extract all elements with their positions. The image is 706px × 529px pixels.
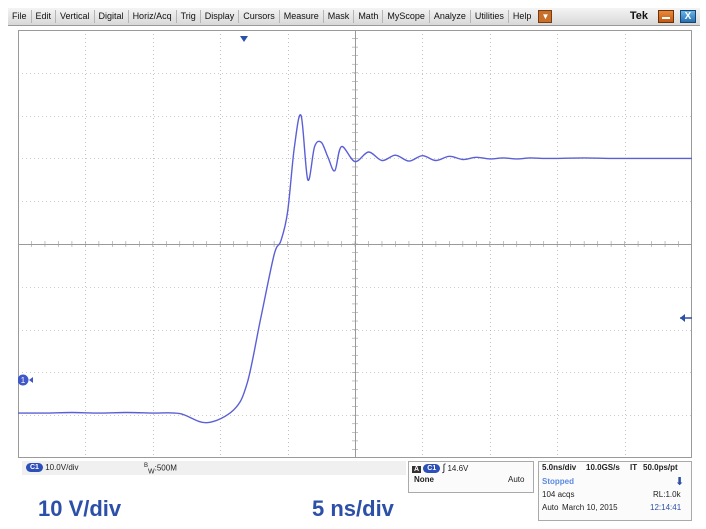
resolution: 50.0ps/pt [643, 463, 678, 472]
trigger-position-icon[interactable] [240, 36, 248, 42]
channel-readout[interactable]: C1 10.0V/div [26, 463, 79, 473]
trigger-edge-icon: ∫ [442, 463, 446, 474]
menu-measure[interactable]: Measure [280, 10, 324, 23]
menu-myscope[interactable]: MyScope [383, 10, 430, 23]
vertical-scale-annotation: 10 V/div [38, 496, 122, 521]
trigger-letter: A [412, 466, 422, 473]
graticule: 1 [18, 30, 692, 458]
menu-vertical[interactable]: Vertical [56, 10, 95, 23]
menu-trig[interactable]: Trig [177, 10, 201, 23]
minimize-button[interactable] [658, 10, 674, 23]
acquisition-readout-box[interactable] [538, 461, 692, 521]
graticule-grid [18, 30, 692, 458]
menu-analyze[interactable]: Analyze [430, 10, 471, 23]
trigger-mode: Auto [508, 475, 525, 484]
acq-time: 12:14:41 [650, 503, 682, 512]
bandwidth-value: :500M [154, 463, 177, 473]
trigger-source-badge: C1 [423, 464, 441, 474]
waveform-display[interactable]: 1 [18, 30, 692, 458]
bandwidth-sub: W [148, 468, 155, 476]
menu-math[interactable]: Math [354, 10, 384, 23]
menu-file[interactable]: File [8, 10, 32, 23]
trigger-level-arrow-icon[interactable] [680, 314, 692, 322]
menu-display[interactable]: Display [201, 10, 240, 23]
horizontal-scale-annotation: 5 ns/div [312, 496, 394, 521]
channel-badge: C1 [26, 463, 43, 473]
menu-mask[interactable]: Mask [324, 10, 355, 23]
trigger-level: 14.6V [447, 464, 469, 473]
channel-1-reference-marker[interactable]: 1 [18, 374, 33, 386]
bandwidth-readout: BW:500M [144, 463, 177, 475]
channel-1-trace [18, 114, 692, 424]
record-length: RL:1.0k [653, 490, 681, 499]
menu-cursors[interactable]: Cursors [239, 10, 280, 23]
menu-digital[interactable]: Digital [95, 10, 129, 23]
acq-count: 104 acqs [542, 490, 575, 499]
sample-rate: 10.0GS/s [586, 463, 620, 472]
menu-help[interactable]: Help [512, 11, 532, 21]
down-arrow-icon[interactable]: ⬇ [675, 476, 685, 488]
brand-logo: Tek [629, 10, 648, 22]
acq-date: March 10, 2015 [562, 503, 618, 512]
channel-scale: 10.0V/div [45, 463, 79, 472]
trigger-coupling: None [414, 475, 434, 484]
menu-utilities[interactable]: Utilities [471, 10, 509, 23]
svg-text:1: 1 [21, 376, 26, 385]
acq-mode: Auto [542, 503, 559, 512]
trigger-source: A C1 ∫ 14.6V [412, 463, 468, 474]
channel-readout-box[interactable] [22, 461, 406, 475]
close-button[interactable]: X [680, 10, 696, 23]
menu-bar: File Edit Vertical Digital Horiz/Acq Tri… [8, 8, 700, 26]
menu-horiz-acq[interactable]: Horiz/Acq [129, 10, 177, 23]
interp-mode: IT [630, 463, 638, 472]
info-panel: C1 10.0V/div BW:500M A C1 ∫ 14.6V None A… [22, 461, 692, 523]
bandwidth-prefix: B [144, 463, 149, 469]
acq-status: Stopped [542, 477, 574, 486]
menu-edit[interactable]: Edit [32, 10, 57, 23]
timebase: 5.0ns/div [542, 463, 577, 472]
dropdown-arrow-icon[interactable]: ▼ [538, 10, 553, 23]
